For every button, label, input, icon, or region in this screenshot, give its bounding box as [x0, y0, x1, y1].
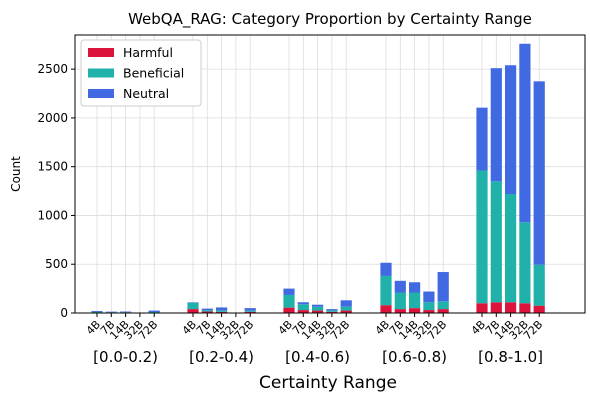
bar-beneficial: [533, 264, 545, 306]
bar-neutral: [533, 81, 545, 265]
bar-harmful: [423, 310, 435, 313]
y-tick-label: 500: [45, 257, 68, 271]
bar-harmful: [519, 303, 531, 313]
bar-neutral: [394, 280, 406, 293]
bar-beneficial: [120, 312, 132, 313]
bar-harmful: [297, 310, 309, 313]
bar-neutral: [409, 282, 421, 293]
bar-harmful: [216, 311, 228, 313]
bar-harmful: [394, 309, 406, 313]
bar-beneficial: [519, 222, 531, 304]
y-tick-label: 2500: [37, 62, 68, 76]
y-tick-label: 1000: [37, 208, 68, 222]
bar-neutral: [380, 262, 392, 276]
bar-neutral: [216, 307, 228, 311]
bar-neutral: [340, 300, 352, 307]
group-label: [0.0-0.2): [93, 348, 158, 366]
y-tick-label: 0: [60, 306, 68, 320]
bar-beneficial: [216, 310, 228, 312]
legend: Harmful Beneficial Neutral: [80, 39, 202, 107]
bar-neutral: [120, 311, 132, 313]
bar-harmful: [312, 310, 324, 313]
bar-harmful: [533, 305, 545, 313]
bar-beneficial: [105, 312, 117, 313]
bar-beneficial: [409, 292, 421, 309]
group-label: [0.4-0.6): [285, 348, 350, 366]
group-label: [0.2-0.4): [189, 348, 254, 366]
bar-beneficial: [283, 294, 295, 308]
legend-label-neutral: Neutral: [123, 86, 169, 101]
bar-neutral: [519, 43, 531, 223]
legend-swatch-harmful: [88, 48, 114, 57]
bar-harmful: [326, 311, 338, 313]
bar-beneficial: [476, 170, 488, 304]
bar-harmful: [283, 307, 295, 313]
bar-neutral: [297, 302, 309, 305]
bar-neutral: [148, 310, 160, 313]
bar-harmful: [244, 311, 256, 313]
bar-layer: [91, 43, 545, 314]
y-tick-label: 1500: [37, 160, 68, 174]
bar-neutral: [201, 308, 213, 311]
bar-beneficial: [490, 181, 502, 303]
legend-swatch-beneficial: [88, 68, 114, 78]
bar-neutral: [91, 311, 103, 313]
bar-beneficial: [505, 193, 517, 303]
chart-title: WebQA_RAG: Category Proportion by Certai…: [128, 10, 532, 29]
bar-beneficial: [423, 302, 435, 311]
bar-neutral: [437, 272, 449, 302]
bar-beneficial: [340, 306, 352, 311]
bar-beneficial: [297, 304, 309, 311]
bar-neutral: [312, 304, 324, 307]
bar-harmful: [505, 302, 517, 313]
bar-harmful: [437, 309, 449, 313]
bar-neutral: [105, 311, 117, 313]
legend-label-beneficial: Beneficial: [123, 66, 184, 81]
bar-harmful: [409, 308, 421, 313]
bar-harmful: [187, 309, 199, 313]
x-axis-label: Certainty Range: [259, 373, 397, 393]
group-label: [0.6-0.8): [382, 348, 447, 366]
y-axis-label: Count: [9, 156, 23, 192]
bar-harmful: [476, 303, 488, 313]
bar-neutral: [490, 68, 502, 182]
group-label: [0.8-1.0]: [478, 348, 543, 366]
bar-harmful: [490, 302, 502, 313]
bar-beneficial: [91, 312, 103, 313]
bar-harmful: [201, 311, 213, 313]
bar-beneficial: [326, 310, 338, 312]
legend-label-harmful: Harmful: [123, 45, 173, 60]
bar-beneficial: [201, 310, 213, 312]
bar-neutral: [244, 308, 256, 311]
legend-swatch-neutral: [88, 89, 114, 98]
bar-beneficial: [380, 275, 392, 306]
bar-neutral: [505, 65, 517, 194]
bar-neutral: [423, 291, 435, 303]
bar-harmful: [340, 310, 352, 313]
bar-harmful: [380, 305, 392, 313]
bar-beneficial: [244, 310, 256, 312]
plot-frame: [74, 34, 586, 314]
bar-neutral: [326, 309, 338, 311]
bar-beneficial: [148, 312, 160, 313]
bar-beneficial: [187, 302, 199, 310]
bar-beneficial: [437, 301, 449, 310]
bar-neutral: [476, 107, 488, 171]
bar-neutral: [187, 302, 199, 303]
bar-neutral: [283, 288, 295, 295]
bar-beneficial: [394, 292, 406, 310]
bar-beneficial: [312, 306, 324, 311]
y-tick-label: 2000: [37, 111, 68, 125]
